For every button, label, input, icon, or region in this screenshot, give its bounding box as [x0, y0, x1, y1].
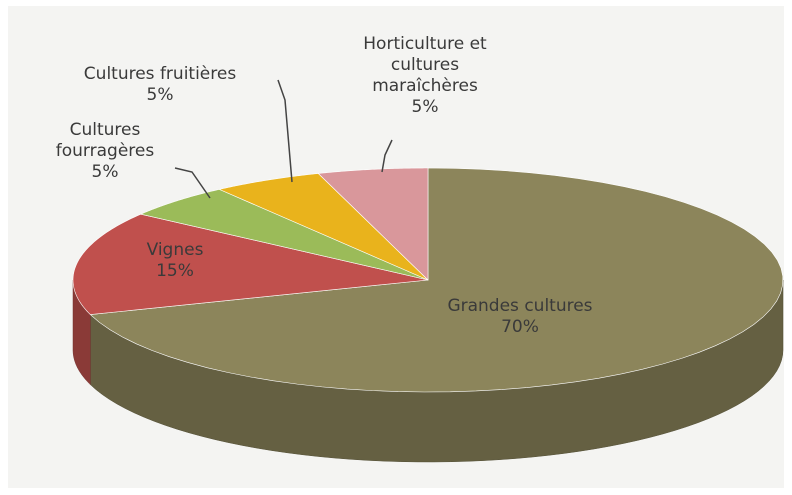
- slice-label: Cultures fruitières 5%: [30, 64, 290, 106]
- slice-value: 15%: [156, 261, 194, 281]
- pie-slice: [72, 213, 429, 315]
- slice-name: Vignes: [146, 240, 204, 260]
- slice-name: Cultures fruitières: [83, 64, 237, 84]
- slice-label: Cultures fourragères 5%: [20, 120, 190, 183]
- slice-name: Cultures fourragères: [55, 120, 155, 161]
- leader-line: [277, 79, 293, 183]
- slice-value: 5%: [91, 162, 119, 182]
- slice-value: 5%: [146, 85, 174, 105]
- leader-line: [174, 167, 211, 199]
- slice-label: Grandes cultures 70%: [400, 296, 640, 338]
- slice-label: Horticulture et cultures maraîchères 5%: [300, 34, 550, 118]
- pie-slice: [89, 167, 784, 393]
- slice-value: 5%: [411, 97, 439, 117]
- slice-label: Vignes 15%: [120, 240, 230, 282]
- slice-name: Horticulture et cultures maraîchères: [363, 34, 487, 96]
- pie-slice: [218, 173, 429, 281]
- pie-slice: [317, 167, 429, 281]
- slice-value: 70%: [501, 317, 539, 337]
- slice-name: Grandes cultures: [447, 296, 593, 316]
- leader-line: [381, 139, 393, 173]
